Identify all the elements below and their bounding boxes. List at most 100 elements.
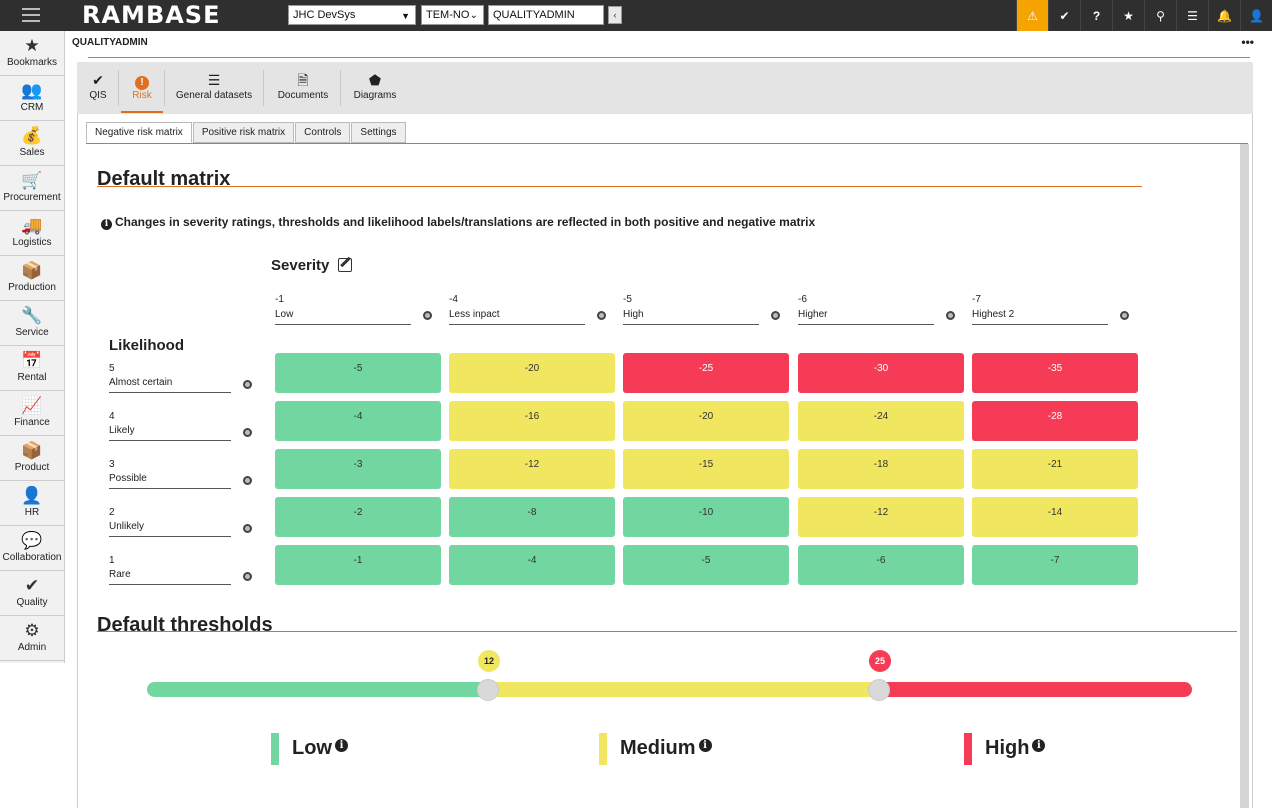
sidebar-item-admin[interactable]: ⚙ Admin [0,616,64,661]
sidebar-item-procurement[interactable]: 🛒 Procurement [0,166,64,211]
sidebar-item-hr[interactable]: 👤 HR [0,481,64,526]
star-icon[interactable]: ★ [1112,0,1144,31]
matrix-cell[interactable]: -18 [798,449,964,489]
matrix-cell[interactable]: -3 [275,449,441,489]
truck-icon: 🚚 [21,216,43,235]
subtab-positive-risk-matrix[interactable]: Positive risk matrix [192,122,295,143]
matrix-cell[interactable]: -12 [449,449,615,489]
globe-icon[interactable] [1120,311,1129,320]
company-select[interactable]: JHC DevSys ▼ [288,5,416,25]
tab-documents[interactable]: 🗎 Documents [271,70,335,101]
user-context-field[interactable]: QUALITYADMIN [488,5,604,25]
globe-icon[interactable] [243,524,252,533]
matrix-cell[interactable]: -20 [623,401,789,441]
matrix-cell[interactable]: -5 [623,545,789,585]
globe-icon[interactable] [243,476,252,485]
info-icon[interactable]: i [1032,739,1046,752]
more-options-icon[interactable]: ••• [1241,35,1254,49]
list-icon[interactable]: ☰ [1176,0,1208,31]
default-thresholds-heading: Default thresholds [97,614,273,636]
vertical-scrollbar[interactable] [1240,144,1249,808]
globe-icon[interactable] [243,428,252,437]
sidebar-item-collaboration[interactable]: 💬 Collaboration [0,526,64,571]
subtab-settings[interactable]: Settings [351,122,406,143]
likelihood-label-input[interactable]: Likely [109,425,231,441]
sidebar-item-label: Product [14,462,50,473]
matrix-cell[interactable]: -30 [798,353,964,393]
severity-label-input[interactable]: Highest 2 [972,309,1108,325]
severity-label-input[interactable]: Low [275,309,411,325]
sidebar: ★ Bookmarks 👥 CRM 💰 Sales 🛒 Procurement 🚚 Logisti… [0,31,65,663]
matrix-cell[interactable]: -6 [798,545,964,585]
matrix-cell[interactable]: -15 [623,449,789,489]
hamburger-menu-icon[interactable] [22,8,40,22]
matrix-cell[interactable]: -2 [275,497,441,537]
globe-icon[interactable] [946,311,955,320]
high-threshold-handle[interactable] [868,679,890,701]
likelihood-label-input[interactable]: Almost certain [109,377,231,393]
top-bar: RAMBASE JHC DevSys ▼ TEM-NO ⌄ QUALITYADM… [0,0,1272,31]
info-icon: i [101,219,112,230]
tab-qis[interactable]: ✔ QIS [83,70,113,101]
bell-icon[interactable]: 🔔 [1208,0,1240,31]
sidebar-item-bookmarks[interactable]: ★ Bookmarks [0,31,64,76]
sidebar-item-product[interactable]: 📦 Product [0,436,64,481]
sidebar-item-rental[interactable]: 📅 Rental [0,346,64,391]
globe-icon[interactable] [243,572,252,581]
matrix-cell[interactable]: -14 [972,497,1138,537]
matrix-cell[interactable]: -8 [449,497,615,537]
likelihood-label-input[interactable]: Rare [109,569,231,585]
paperclip-icon[interactable]: ⚲ [1144,0,1176,31]
tab-risk[interactable]: ! Risk [121,70,163,113]
matrix-cell[interactable]: -28 [972,401,1138,441]
calendar-icon: 📅 [21,351,43,370]
sidebar-item-finance[interactable]: 📈 Finance [0,391,64,436]
subtab-controls[interactable]: Controls [295,122,351,143]
matrix-cell[interactable]: -24 [798,401,964,441]
sidebar-item-crm[interactable]: 👥 CRM [0,76,64,121]
help-icon[interactable]: ? [1080,0,1112,31]
globe-icon[interactable] [597,311,606,320]
matrix-cell[interactable]: -16 [449,401,615,441]
likelihood-label-input[interactable]: Unlikely [109,521,231,537]
sidebar-item-label: Production [8,282,56,293]
matrix-cell[interactable]: -20 [449,353,615,393]
severity-label-input[interactable]: Less inpact [449,309,585,325]
warning-icon[interactable]: ⚠ [1016,0,1048,31]
matrix-cell[interactable]: -25 [623,353,789,393]
locale-select-value: TEM-NO [426,9,470,21]
matrix-cell[interactable]: -4 [275,401,441,441]
gear-icon: ⚙ [24,621,40,640]
matrix-cell[interactable]: -4 [449,545,615,585]
collapse-button[interactable]: ‹ [608,6,622,24]
matrix-cell[interactable]: -21 [972,449,1138,489]
likelihood-value: 4 [109,411,115,422]
globe-icon[interactable] [423,311,432,320]
severity-label-input[interactable]: Higher [798,309,934,325]
edit-icon[interactable] [338,258,352,272]
low-threshold-handle[interactable] [477,679,499,701]
check-badge-icon[interactable]: ✔ [1048,0,1080,31]
tab-general-datasets[interactable]: ☰ General datasets [171,70,257,101]
matrix-cell[interactable]: -7 [972,545,1138,585]
sidebar-item-sales[interactable]: 💰 Sales [0,121,64,166]
severity-label-input[interactable]: High [623,309,759,325]
likelihood-label-input[interactable]: Possible [109,473,231,489]
user-icon[interactable]: 👤 [1240,0,1272,31]
matrix-cell[interactable]: -12 [798,497,964,537]
globe-icon[interactable] [243,380,252,389]
globe-icon[interactable] [771,311,780,320]
info-icon[interactable]: i [335,739,348,752]
sidebar-item-production[interactable]: 📦 Production [0,256,64,301]
matrix-cell[interactable]: -5 [275,353,441,393]
sidebar-item-service[interactable]: 🔧 Service [0,301,64,346]
subtab-negative-risk-matrix[interactable]: Negative risk matrix [86,122,192,143]
matrix-cell[interactable]: -1 [275,545,441,585]
tab-diagrams[interactable]: ⬟ Diagrams [349,70,401,101]
matrix-cell[interactable]: -35 [972,353,1138,393]
locale-select[interactable]: TEM-NO ⌄ [421,5,484,25]
sidebar-item-logistics[interactable]: 🚚 Logistics [0,211,64,256]
sidebar-item-quality[interactable]: ✔ Quality [0,571,64,616]
info-icon[interactable]: i [698,739,712,752]
matrix-cell[interactable]: -10 [623,497,789,537]
